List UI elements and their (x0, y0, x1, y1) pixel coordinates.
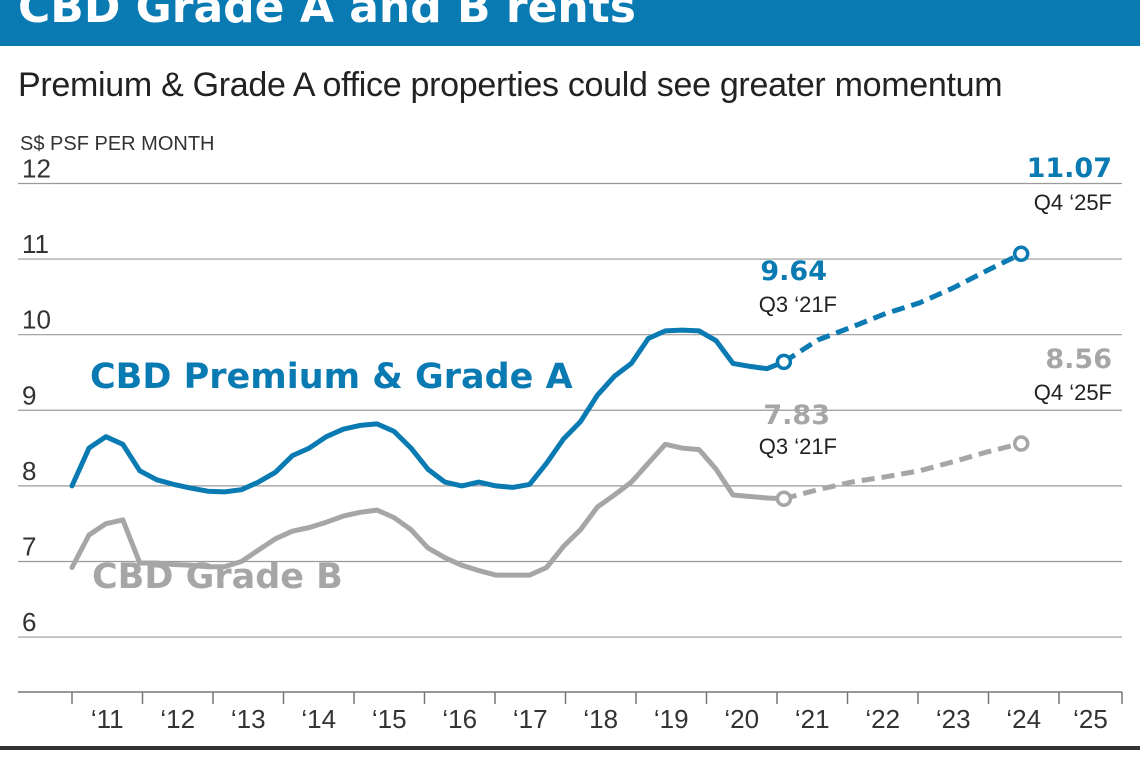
grade-b-q425-period: Q4 ‘25F (1034, 380, 1112, 405)
x-axis: ‘11 ‘12 ‘13 ‘14 ‘15 ‘16 ‘17 ‘18 ‘19 ‘20 ‘21 ‘22 ‘23 ‘… (18, 691, 1123, 734)
grade-b-actual-line (69, 441, 787, 578)
y-tick-label: 11 (22, 229, 49, 259)
x-tick-label: ‘15 (372, 704, 407, 734)
series-grade-a (69, 245, 1030, 495)
grade-a-q425-period: Q4 ‘25F (1034, 190, 1112, 215)
grade-a-q321-period: Q3 ‘21F (759, 292, 837, 317)
grade-a-q321-value: 9.64 (760, 256, 827, 287)
y-tick-label: 9 (22, 380, 36, 410)
gridlines (18, 182, 1122, 638)
bottom-rule (0, 746, 1140, 750)
y-axis: S$ PSF PER MONTH 6 7 8 9 10 11 12 (20, 133, 214, 637)
x-tick-label: ‘12 (160, 704, 195, 734)
x-tick-label: ‘20 (724, 704, 759, 734)
x-tick-label: ‘17 (513, 704, 548, 734)
grade-b-forecast-line (783, 441, 1022, 502)
x-tick-label: ‘13 (231, 704, 266, 734)
y-tick-label: 10 (22, 305, 51, 335)
y-tick-label: 12 (22, 153, 51, 183)
grade-a-q425-value: 11.07 (1027, 153, 1112, 184)
grade-a-actual-line (69, 327, 787, 495)
x-tick-label: ‘18 (583, 704, 618, 734)
grade-b-q321-point (775, 490, 793, 507)
grade-a-q425-point (1012, 245, 1030, 263)
grade-b-q425-point (1012, 435, 1030, 452)
grade-a-forecast-line (782, 251, 1023, 364)
x-tick-label: ‘24 (1006, 704, 1041, 734)
x-tick-label: ‘22 (865, 704, 900, 734)
grade-b-q321-value: 7.83 (763, 400, 830, 431)
y-tick-label: 7 (22, 531, 36, 561)
y-tick-label: 6 (22, 607, 36, 637)
grade-a-q321-point (775, 353, 793, 371)
grade-b-q425-value: 8.56 (1045, 344, 1112, 375)
y-tick-label: 8 (22, 456, 36, 486)
header-bar: CBD Grade A and B rents (0, 0, 1140, 46)
x-tick-label: ‘11 (91, 704, 124, 734)
x-tick-label: ‘21 (795, 704, 830, 734)
chart-subtitle: Premium & Grade A office properties coul… (18, 66, 1003, 104)
chart-title: CBD Grade A and B rents (18, 0, 636, 33)
legend-grade-b-label: CBD Grade B (92, 557, 343, 597)
x-tick-label: ‘25 (1073, 704, 1108, 734)
series-grade-b (69, 435, 1030, 578)
x-tick-label: ‘23 (936, 704, 971, 734)
legend-grade-a-label: CBD Premium & Grade A (90, 357, 573, 397)
x-tick-label: ‘14 (301, 704, 336, 734)
grade-b-q321-period: Q3 ‘21F (759, 434, 837, 459)
x-tick-label: ‘16 (442, 704, 477, 734)
y-axis-label: S$ PSF PER MONTH (20, 133, 214, 155)
x-tick-label: ‘19 (654, 704, 689, 734)
